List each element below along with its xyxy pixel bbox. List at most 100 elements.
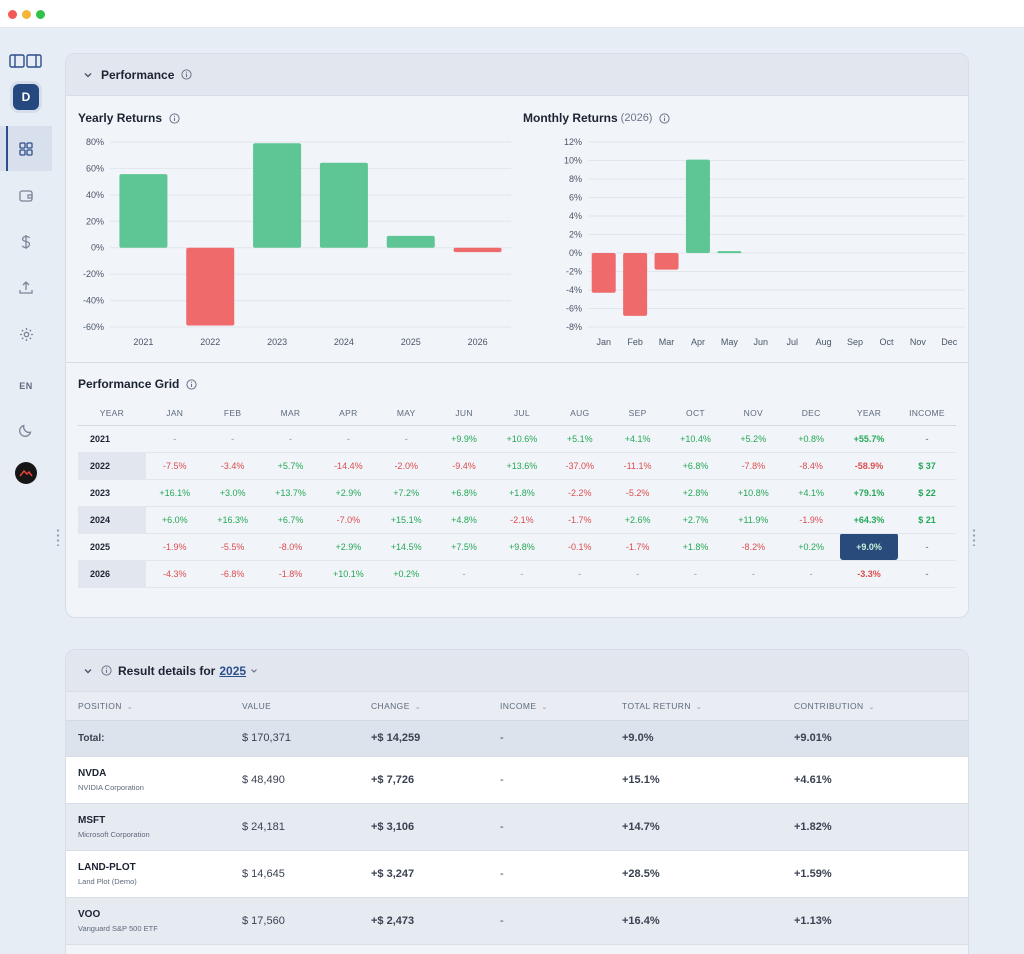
grid-month-cell[interactable]: -8.4% <box>782 452 841 480</box>
grid-month-cell[interactable]: +7.5% <box>435 533 493 561</box>
avatar-container[interactable]: D <box>0 84 52 110</box>
info-icon[interactable] <box>181 69 192 80</box>
language-switch[interactable]: EN <box>0 376 52 396</box>
grid-month-cell[interactable]: +2.6% <box>608 506 667 534</box>
sidebar-item-wallet[interactable] <box>0 183 52 209</box>
info-icon[interactable] <box>101 665 112 676</box>
grid-month-cell[interactable]: +6.8% <box>666 452 725 480</box>
column-header-value[interactable]: VALUE <box>242 692 371 721</box>
grid-month-cell[interactable]: +7.2% <box>377 479 436 507</box>
grid-month-cell[interactable]: +4.1% <box>782 479 841 507</box>
grid-month-cell[interactable]: +6.7% <box>261 506 320 534</box>
info-icon[interactable] <box>169 112 180 124</box>
grid-month-cell[interactable]: - <box>782 560 841 588</box>
grid-month-cell[interactable]: +11.9% <box>724 506 783 534</box>
grid-month-cell[interactable]: -7.5% <box>145 452 204 480</box>
chevron-down-icon[interactable] <box>83 666 93 676</box>
grid-month-cell[interactable]: +6.0% <box>145 506 204 534</box>
info-icon[interactable] <box>186 378 197 390</box>
grid-month-cell[interactable]: +14.5% <box>377 533 436 561</box>
sidebar-item-upload[interactable] <box>0 275 52 301</box>
grid-month-cell[interactable]: +3.0% <box>203 479 262 507</box>
grid-month-cell[interactable]: -37.0% <box>550 452 609 480</box>
grid-month-cell[interactable]: -14.4% <box>319 452 378 480</box>
grid-year-total-cell[interactable]: +79.1% <box>840 479 898 507</box>
grid-month-cell[interactable]: +5.1% <box>550 425 609 453</box>
grid-month-cell[interactable]: -2.2% <box>550 479 609 507</box>
result-details-header[interactable]: Result details for 2025 <box>66 650 968 692</box>
grid-month-cell[interactable]: +9.9% <box>435 425 493 453</box>
grid-month-cell[interactable]: +15.1% <box>377 506 436 534</box>
grid-month-cell[interactable]: - <box>435 560 493 588</box>
performance-header[interactable]: Performance <box>66 54 968 96</box>
grid-month-cell[interactable]: -4.3% <box>145 560 204 588</box>
grid-month-cell[interactable]: +9.8% <box>492 533 551 561</box>
grid-month-cell[interactable]: - <box>145 425 204 453</box>
grid-month-cell[interactable]: +2.9% <box>319 533 378 561</box>
right-resize-handle[interactable] <box>972 528 976 546</box>
grid-income-cell[interactable]: $ 22 <box>897 479 956 507</box>
grid-year-total-cell[interactable]: +64.3% <box>840 506 898 534</box>
grid-month-cell[interactable]: +5.7% <box>261 452 320 480</box>
grid-month-cell[interactable]: - <box>666 560 725 588</box>
grid-income-cell[interactable]: - <box>897 560 956 588</box>
brand-logo[interactable] <box>15 462 37 484</box>
grid-month-cell[interactable]: - <box>492 560 551 588</box>
grid-month-cell[interactable]: -8.0% <box>261 533 320 561</box>
grid-month-cell[interactable]: - <box>203 425 262 453</box>
sidebar-item-settings[interactable] <box>0 321 52 347</box>
grid-month-cell[interactable]: -5.5% <box>203 533 262 561</box>
grid-year-total-cell[interactable]: -3.3% <box>840 560 898 588</box>
grid-month-cell[interactable]: +13.7% <box>261 479 320 507</box>
grid-month-cell[interactable]: -2.1% <box>492 506 551 534</box>
grid-month-cell[interactable]: -3.4% <box>203 452 262 480</box>
grid-month-cell[interactable]: -2.0% <box>377 452 436 480</box>
grid-year-total-cell[interactable]: +55.7% <box>840 425 898 453</box>
grid-income-cell[interactable]: - <box>897 425 956 453</box>
grid-month-cell[interactable]: -1.8% <box>261 560 320 588</box>
theme-toggle[interactable] <box>0 417 52 443</box>
grid-month-cell[interactable]: -11.1% <box>608 452 667 480</box>
grid-month-cell[interactable]: +1.8% <box>666 533 725 561</box>
column-header-total-return[interactable]: TOTAL RETURN ⌄ <box>622 692 794 721</box>
grid-month-cell[interactable]: +1.8% <box>492 479 551 507</box>
grid-month-cell[interactable]: - <box>608 560 667 588</box>
grid-month-cell[interactable]: -1.7% <box>608 533 667 561</box>
grid-month-cell[interactable]: - <box>550 560 609 588</box>
chevron-down-icon[interactable] <box>249 666 259 676</box>
grid-month-cell[interactable]: -5.2% <box>608 479 667 507</box>
info-icon[interactable] <box>659 112 671 124</box>
table-row[interactable]: LAND-PLOT Land Plot (Demo) $ 14,645 +$ 3,… <box>66 850 968 898</box>
grid-month-cell[interactable]: +2.7% <box>666 506 725 534</box>
grid-month-cell[interactable]: -1.9% <box>145 533 204 561</box>
grid-month-cell[interactable]: +0.8% <box>782 425 841 453</box>
grid-month-cell[interactable]: +16.1% <box>145 479 204 507</box>
maximize-window-button[interactable] <box>36 10 45 19</box>
grid-month-cell[interactable]: -7.0% <box>319 506 378 534</box>
grid-income-cell[interactable]: $ 37 <box>897 452 956 480</box>
grid-month-cell[interactable]: - <box>319 425 378 453</box>
grid-month-cell[interactable]: +0.2% <box>782 533 841 561</box>
grid-month-cell[interactable]: +0.2% <box>377 560 436 588</box>
column-header-contribution[interactable]: CONTRIBUTION ⌄ <box>794 692 968 721</box>
left-resize-handle[interactable] <box>56 528 60 546</box>
column-header-income[interactable]: INCOME ⌄ <box>500 692 622 721</box>
grid-month-cell[interactable]: +10.6% <box>492 425 551 453</box>
grid-month-cell[interactable]: -0.1% <box>550 533 609 561</box>
grid-month-cell[interactable]: +16.3% <box>203 506 262 534</box>
grid-month-cell[interactable]: -1.9% <box>782 506 841 534</box>
grid-month-cell[interactable]: -7.8% <box>724 452 783 480</box>
panel-toggle-icon[interactable] <box>0 50 52 72</box>
year-selector[interactable]: 2025 <box>219 663 247 678</box>
close-window-button[interactable] <box>8 10 17 19</box>
grid-month-cell[interactable]: +5.2% <box>724 425 783 453</box>
grid-month-cell[interactable]: -9.4% <box>435 452 493 480</box>
column-header-change[interactable]: CHANGE ⌄ <box>371 692 500 721</box>
grid-month-cell[interactable]: -6.8% <box>203 560 262 588</box>
sidebar-item-dollar[interactable] <box>0 229 52 255</box>
chevron-down-icon[interactable] <box>83 70 93 80</box>
grid-income-cell[interactable]: - <box>897 533 956 561</box>
table-row[interactable]: MSFT Microsoft Corporation $ 24,181 +$ 3,… <box>66 803 968 851</box>
column-header-position[interactable]: POSITION ⌄ <box>66 692 242 721</box>
sidebar-item-dashboard[interactable] <box>0 126 52 171</box>
